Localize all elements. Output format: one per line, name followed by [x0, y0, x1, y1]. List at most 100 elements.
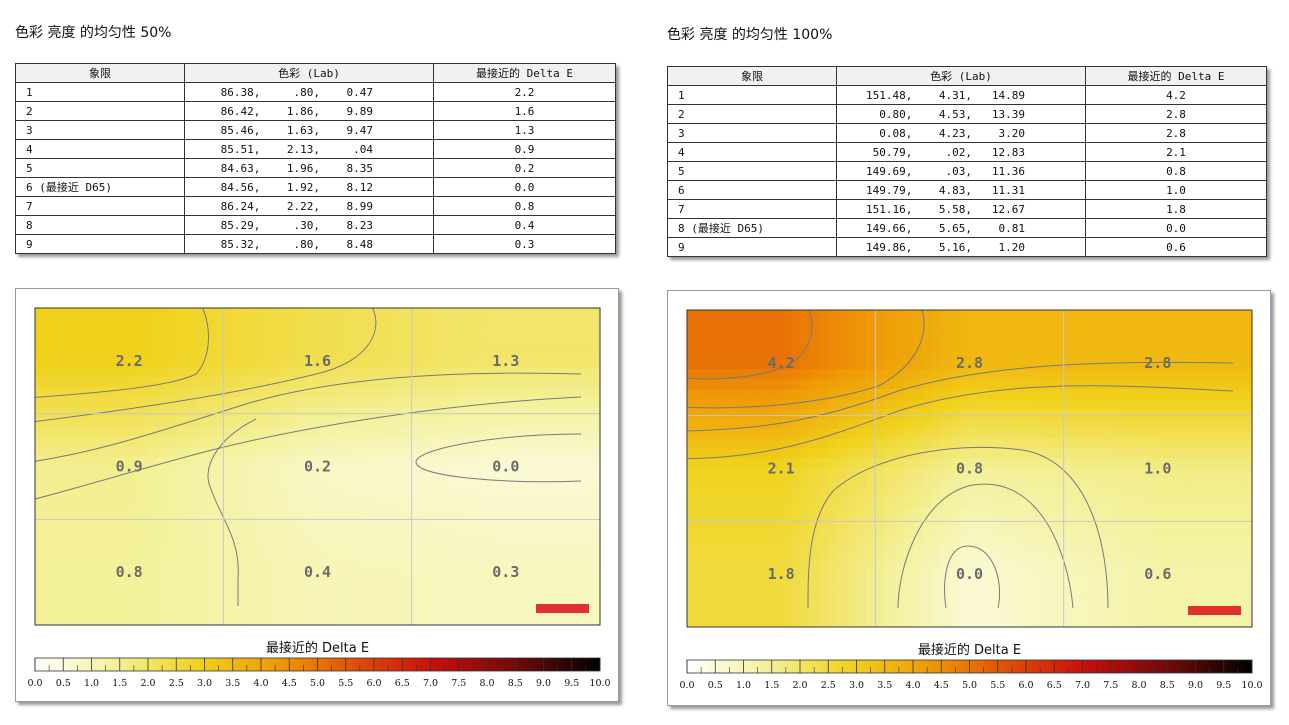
heatmap-cell [157, 377, 168, 388]
heatmap-cell [1214, 389, 1225, 400]
heatmap-cell [903, 458, 914, 470]
heatmap-cell [1186, 478, 1197, 489]
heatmap-cell [913, 359, 924, 371]
heatmap-cell [232, 506, 243, 517]
heatmap-cell [790, 468, 801, 480]
heatmap-cell [705, 399, 716, 410]
heatmap-cell [148, 347, 159, 359]
heatmap-cell [705, 508, 716, 519]
heatmap-cell [847, 329, 858, 341]
heatmap-cell [1233, 518, 1244, 529]
heatmap-cell [119, 555, 130, 567]
heatmap-cell [1176, 577, 1187, 588]
heatmap-cell [129, 377, 140, 388]
heatmap-cell [439, 456, 450, 468]
heatmap-cell [875, 587, 886, 598]
heatmap-cell [1157, 448, 1168, 460]
heatmap-cell [402, 367, 413, 378]
heatmap-cell [185, 486, 196, 497]
heatmap-cell [176, 605, 187, 616]
heatmap-cell [251, 545, 262, 557]
colorbar-tick-label: 5.0 [310, 678, 325, 689]
delta-e-cell: 0.4 [433, 215, 616, 235]
heatmap-cell [63, 605, 74, 616]
heatmap-cell [91, 555, 102, 567]
heatmap-cell [1026, 448, 1037, 460]
heatmap-cell [562, 545, 573, 557]
heatmap-cell [270, 466, 281, 478]
heatmap-cell [355, 585, 366, 596]
heatmap-cell [1233, 557, 1244, 569]
heatmap-cell [449, 377, 460, 388]
heatmap-cell [185, 506, 196, 517]
heatmap-cell [91, 575, 102, 586]
heatmap-cell [571, 377, 582, 388]
heatmap-cell [543, 496, 554, 507]
heatmap-cell [289, 525, 300, 537]
heatmap-cell [1073, 359, 1084, 371]
heatmap-cell [1063, 458, 1074, 470]
heatmap-cell [35, 595, 46, 606]
colorbar-tick-label: 7.5 [451, 678, 466, 689]
heatmap-cell [856, 597, 867, 608]
heatmap-cell [705, 458, 716, 470]
heatmap-cell [204, 476, 215, 487]
heatmap-cell [1026, 617, 1037, 627]
colorbar-tick-label: 6.5 [395, 678, 410, 689]
heatmap-cell [922, 379, 933, 390]
heatmap-cell [1223, 409, 1234, 420]
heatmap-cell [138, 565, 149, 577]
heatmap-cell [781, 527, 792, 539]
heatmap-cell [336, 407, 347, 418]
heatmap-cell [837, 399, 848, 410]
heatmap-cell [1195, 478, 1206, 489]
heatmap-cell [922, 389, 933, 400]
table-row: 9 85.32, .80, 8.48 0.3 [15, 234, 616, 254]
heatmap-cell [1091, 577, 1102, 588]
heatmap-cell [1110, 508, 1121, 519]
heatmap-cell [458, 605, 469, 616]
heatmap-cell [468, 496, 479, 507]
heatmap-cell [687, 547, 698, 559]
heatmap-cell [1073, 567, 1084, 579]
heatmap-cell [818, 607, 829, 618]
heatmap-cell [1214, 369, 1225, 380]
heatmap-cell [1101, 527, 1112, 539]
heatmap-cell [790, 557, 801, 569]
heatmap-cell [903, 498, 914, 509]
heatmap-cell [997, 537, 1008, 549]
heatmap-cell [176, 565, 187, 577]
heatmap-cell [543, 535, 554, 547]
heatmap-cell [487, 308, 498, 319]
heatmap-cell [1214, 458, 1225, 470]
heatmap-cell [941, 508, 952, 519]
heatmap-cell [1167, 359, 1178, 371]
heatmap-cell [298, 486, 309, 497]
heatmap-cell [242, 585, 253, 596]
heatmap-cell [44, 367, 55, 378]
heatmap-cell [402, 555, 413, 567]
heatmap-cell [402, 506, 413, 517]
heatmap-cell [458, 525, 469, 537]
heatmap-cell [734, 468, 745, 480]
heatmap-cell [298, 436, 309, 448]
heatmap-cell [1176, 488, 1187, 499]
heatmap-cell [383, 615, 394, 625]
heatmap-cell [129, 397, 140, 408]
heatmap-cell [1091, 329, 1102, 341]
heatmap-cell [148, 555, 159, 567]
heatmap-cell [581, 496, 592, 507]
heatmap-cell [884, 508, 895, 519]
heatmap-cell [696, 458, 707, 470]
heatmap-cell [978, 577, 989, 588]
heatmap-cell [771, 527, 782, 539]
colorbar-tick-label: 7.0 [423, 678, 438, 689]
heatmap-cell [1129, 428, 1140, 440]
heatmap-cell [487, 476, 498, 487]
heatmap-cell [392, 466, 403, 478]
heatmap-cell [515, 496, 526, 507]
heatmap-cell [402, 466, 413, 478]
heatmap-cell [1148, 359, 1159, 371]
heatmap-cell [326, 436, 337, 448]
